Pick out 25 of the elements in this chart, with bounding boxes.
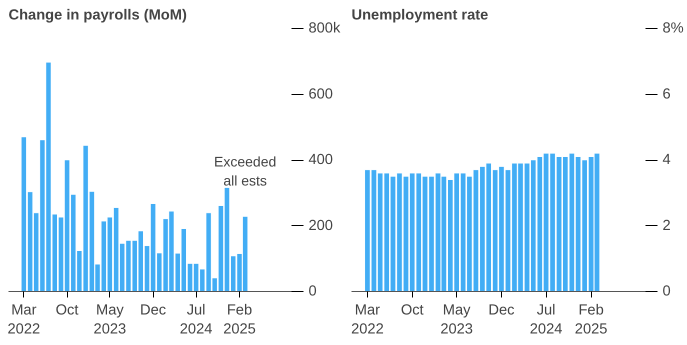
y-tick-label: 600 [308,86,333,102]
chart-title: Unemployment rate [352,8,488,24]
x-tick-label: May 2023 [440,302,473,338]
chart-title: Change in payrolls (MoM) [8,8,187,24]
x-tick-label: Jul 2024 [530,302,562,338]
x-tick-label: Jul 2024 [180,302,212,338]
y-tick-label: 8% [662,20,684,36]
annotation: Exceeded all ests [214,153,276,189]
y-tick-label: 0 [308,284,317,300]
y-tick-label: 4 [662,152,671,168]
y-tick-label: 2 [662,218,671,234]
y-tick-label: 200 [308,218,333,234]
x-tick-label: Mar 2022 [8,302,40,338]
y-tick-label: 0 [662,284,671,300]
x-tick-label: Dec [488,302,515,318]
x-tick-label: Mar 2022 [351,302,384,338]
x-tick-label: Oct [400,302,424,318]
y-tick-label: 800k [308,20,341,36]
y-tick-label: 6 [662,86,671,102]
y-tick-label: 400 [308,152,333,168]
x-tick-label: May 2023 [94,302,126,338]
x-tick-label: Feb 2025 [223,302,256,338]
x-tick-label: Oct [56,302,78,318]
x-tick-label: Feb 2025 [574,302,608,338]
x-tick-label: Dec [140,302,166,318]
